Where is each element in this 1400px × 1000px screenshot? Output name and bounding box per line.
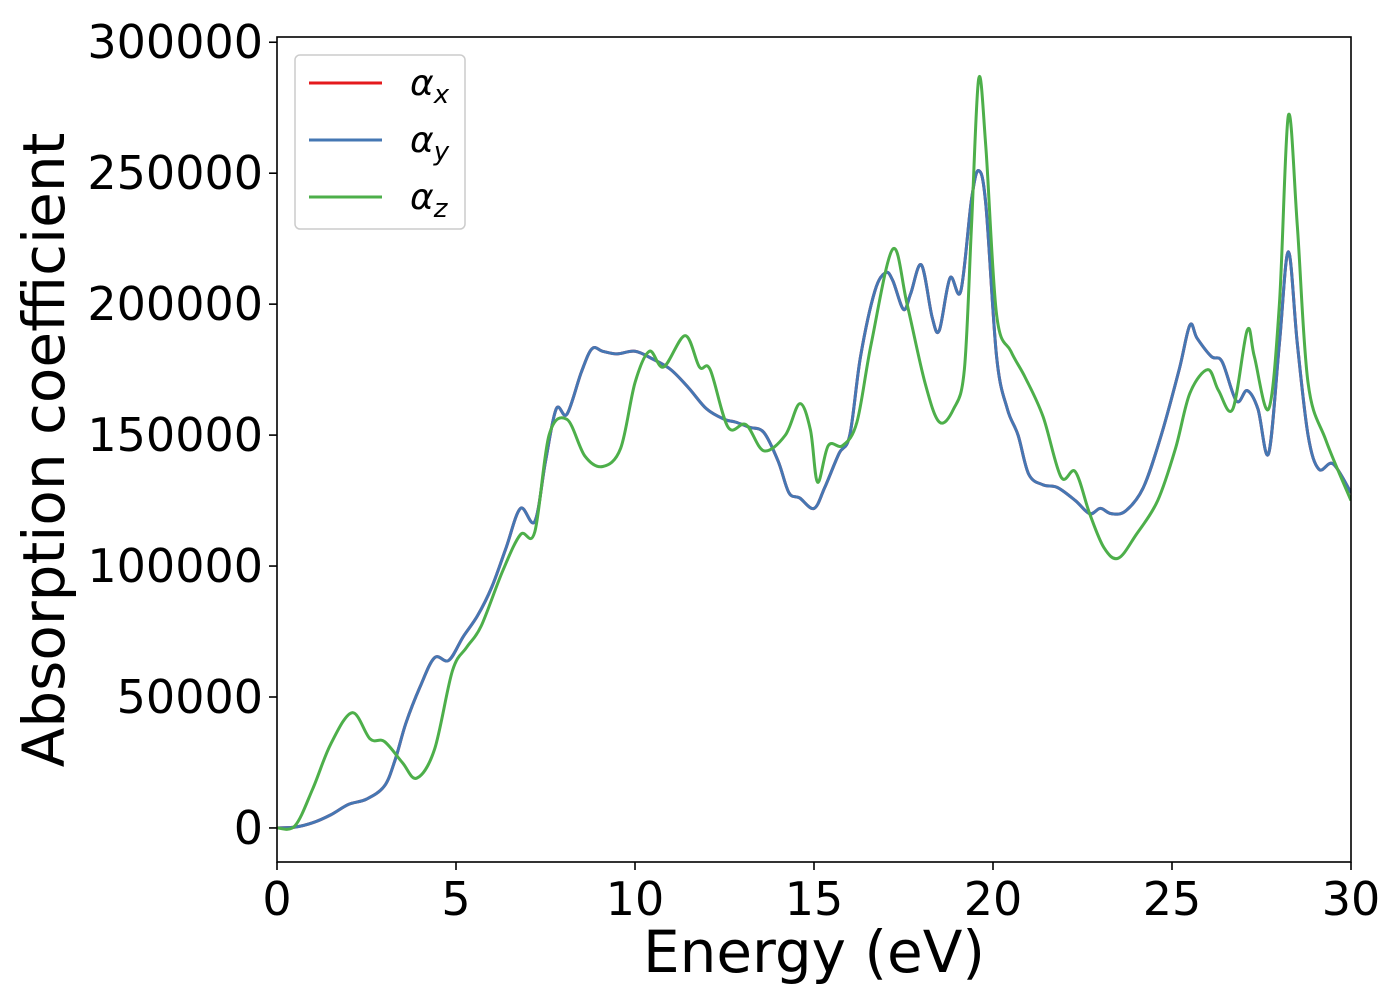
y-tick-label: 50000	[117, 670, 263, 724]
legend-label-x: αx	[410, 63, 450, 110]
y-tick-label: 0	[234, 801, 263, 855]
legend-box	[294, 54, 466, 230]
x-tick-label: 30	[1322, 872, 1381, 926]
x-tick-label: 5	[441, 872, 470, 926]
x-tick-label: 20	[964, 872, 1023, 926]
x-axis-label: Energy (eV)	[643, 918, 985, 986]
x-tick-label: 10	[606, 872, 665, 926]
x-tick-label: 0	[262, 872, 291, 926]
y-axis: 0 50000 100000 150000 200000 250000 300000	[87, 15, 277, 855]
y-tick-label: 100000	[87, 539, 263, 593]
x-tick-label: 15	[785, 872, 844, 926]
y-tick-label: 150000	[87, 408, 263, 462]
legend-label-y: αy	[410, 120, 450, 167]
y-tick-label: 250000	[87, 146, 263, 200]
x-axis: 0 5 10 15 20 25 30	[262, 862, 1380, 926]
series-line-z	[277, 75, 1351, 831]
y-tick-label: 300000	[87, 15, 263, 69]
y-axis-label: Absorption coefficient	[10, 133, 78, 768]
series-line-y	[277, 169, 1351, 830]
series-layer	[277, 75, 1351, 831]
legend-label-z: αz	[410, 177, 449, 224]
legend: αx αy αz	[294, 54, 466, 230]
x-tick-label: 25	[1143, 872, 1202, 926]
y-tick-label: 200000	[87, 277, 263, 331]
